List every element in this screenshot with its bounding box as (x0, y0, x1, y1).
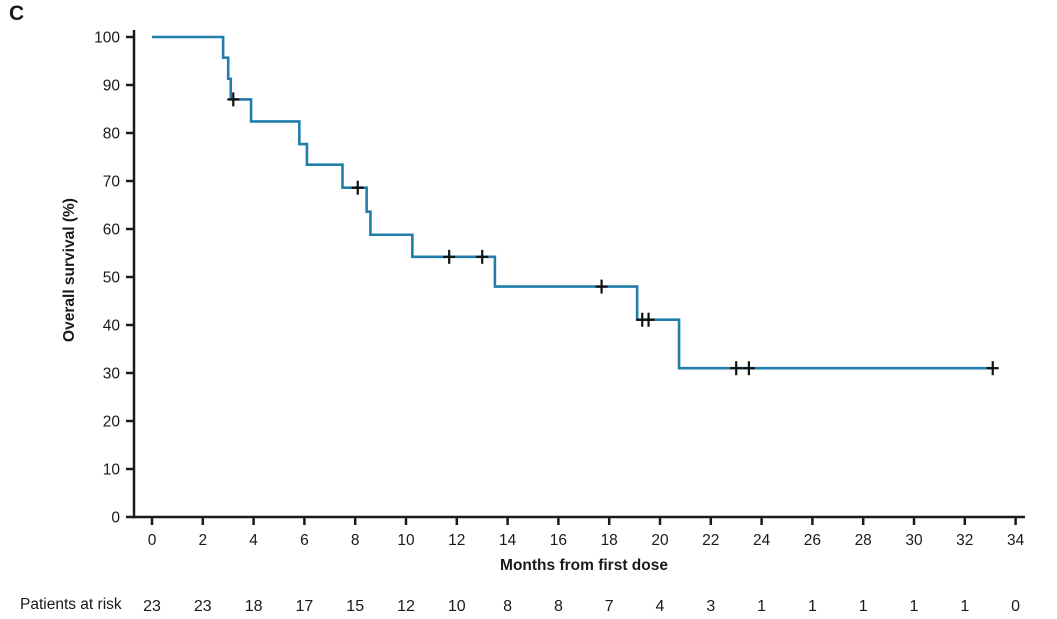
patients-at-risk-count: 0 (1011, 598, 1020, 615)
x-tick-label: 2 (198, 532, 207, 549)
x-tick-label: 22 (702, 532, 719, 549)
y-tick-label: 20 (103, 414, 121, 431)
y-tick-label: 70 (103, 174, 121, 191)
x-tick-label: 20 (651, 532, 669, 549)
y-tick-label: 60 (103, 222, 121, 239)
patients-at-risk-count: 8 (554, 598, 563, 615)
patients-at-risk-count: 1 (859, 598, 868, 615)
y-tick-label: 10 (103, 462, 121, 479)
patients-at-risk-count: 23 (194, 598, 212, 615)
x-tick-label: 16 (550, 532, 567, 549)
patients-at-risk-count: 12 (397, 598, 415, 615)
x-tick-label: 30 (905, 532, 923, 549)
y-tick-label: 80 (103, 126, 121, 143)
x-tick-label: 32 (956, 532, 973, 549)
y-tick-label: 100 (94, 30, 120, 47)
panel-label: C (9, 2, 25, 25)
patients-at-risk-count: 23 (143, 598, 161, 615)
patients-at-risk-count: 1 (808, 598, 817, 615)
survival-curve (152, 35, 993, 370)
patients-at-risk-count: 1 (960, 598, 969, 615)
x-tick-label: 26 (804, 532, 821, 549)
patients-at-risk-count: 3 (706, 598, 715, 615)
x-tick-label: 4 (249, 532, 258, 549)
x-tick-label: 18 (601, 532, 618, 549)
patients-at-risk-count: 8 (503, 598, 512, 615)
y-tick-label: 0 (111, 510, 120, 527)
y-tick-label: 50 (103, 270, 121, 287)
x-tick-label: 8 (351, 532, 360, 549)
y-tick-label: 40 (103, 318, 121, 335)
x-tick-label: 14 (499, 532, 517, 549)
patients-at-risk-count: 10 (448, 598, 466, 615)
patients-at-risk-label: Patients at risk (20, 596, 122, 613)
x-tick-label: 0 (148, 532, 157, 549)
patients-at-risk-count: 7 (605, 598, 614, 615)
y-tick-label: 30 (103, 366, 121, 383)
patients-at-risk-count: 15 (346, 598, 364, 615)
patients-at-risk-count: 17 (296, 598, 314, 615)
patients-at-risk-count: 18 (245, 598, 263, 615)
y-axis-title: Overall survival (%) (61, 198, 78, 342)
patients-at-risk-count: 4 (656, 598, 665, 615)
x-tick-label: 6 (300, 532, 309, 549)
x-tick-label: 10 (397, 532, 415, 549)
patients-at-risk-count: 1 (910, 598, 919, 615)
x-tick-label: 24 (753, 532, 771, 549)
x-tick-label: 34 (1007, 532, 1025, 549)
x-tick-label: 28 (855, 532, 872, 549)
patients-at-risk-count: 1 (757, 598, 766, 615)
x-tick-label: 12 (448, 532, 465, 549)
y-tick-label: 90 (103, 78, 121, 95)
x-axis-title: Months from first dose (500, 557, 668, 574)
